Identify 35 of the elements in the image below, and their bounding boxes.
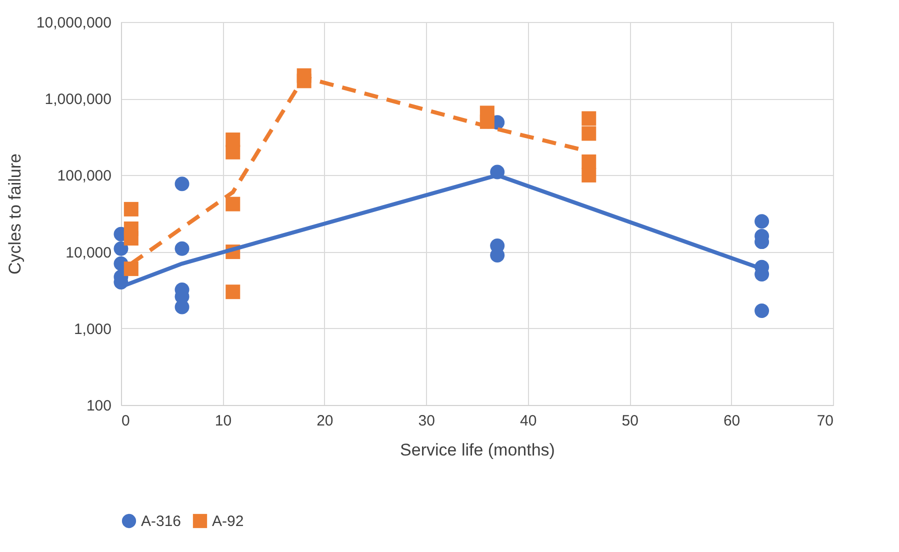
x-tick-label: 20 [316, 412, 334, 430]
x-tick-label: 0 [122, 412, 130, 430]
x-tick-label: 10 [214, 412, 232, 430]
point [174, 241, 190, 256]
point [754, 214, 770, 229]
point [754, 304, 770, 318]
point [114, 241, 128, 256]
point [174, 176, 190, 192]
y-tick-label: 10,000,000 [36, 14, 112, 32]
point [174, 300, 190, 314]
y-tick-label: 1,000 [74, 320, 112, 338]
point [582, 154, 596, 169]
point [124, 202, 138, 216]
point [490, 248, 505, 263]
point [124, 231, 138, 246]
x-axis-title: Service life (months) [400, 440, 555, 460]
y-axis-title: Cycles to failure [5, 154, 24, 274]
point [226, 196, 240, 212]
x-tick-label: 70 [816, 412, 834, 430]
point [582, 168, 596, 182]
x-tick-label: 40 [520, 412, 537, 430]
x-tick-label: 50 [622, 412, 638, 430]
x-tick-label: 60 [723, 412, 740, 430]
point [124, 262, 138, 276]
y-tick-label: 100 [86, 398, 112, 414]
y-tick-label: 10,000 [66, 244, 112, 262]
y-tick-label: 1,000,000 [44, 91, 112, 108]
point [582, 126, 596, 141]
y-tick-label: 100,000 [57, 168, 112, 185]
legend-label: A-92 [212, 513, 244, 530]
x-tick-label: 30 [418, 412, 435, 430]
point [226, 144, 240, 160]
legend-label: A-316 [141, 513, 182, 530]
point [226, 284, 240, 300]
point [582, 111, 596, 126]
